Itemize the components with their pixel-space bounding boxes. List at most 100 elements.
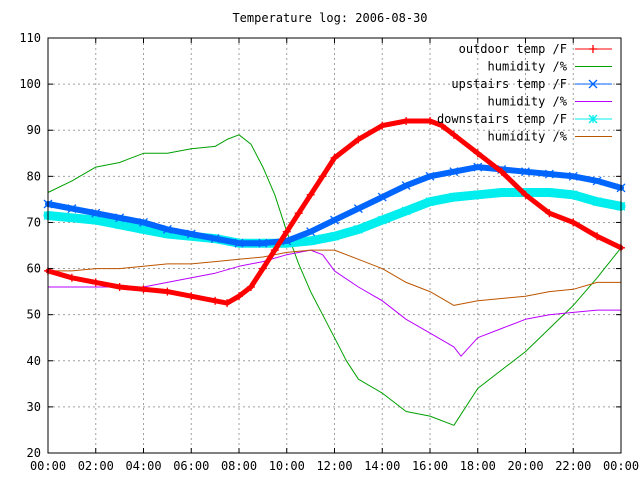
data-point-2: [115, 213, 125, 223]
data-point-4: [306, 236, 316, 246]
data-point-0: [437, 121, 446, 130]
y-tick-label: 30: [27, 400, 41, 414]
data-point-4: [67, 213, 77, 223]
grid-lines: [48, 38, 621, 453]
x-tick-label: 22:00: [555, 459, 591, 473]
data-point-2: [473, 162, 483, 172]
x-tick-label: 08:00: [221, 459, 257, 473]
legend-label: humidity /%: [488, 60, 568, 74]
y-tick-label: 70: [27, 215, 41, 229]
y-tick-label: 100: [19, 77, 41, 91]
data-point-0: [306, 190, 315, 199]
legend-marker: [588, 114, 598, 124]
y-tick-label: 40: [27, 354, 41, 368]
legend-label: humidity /%: [488, 95, 568, 109]
y-tick-label: 50: [27, 308, 41, 322]
data-point-0: [115, 283, 124, 291]
x-tick-label: 14:00: [364, 459, 400, 473]
data-point-4: [497, 188, 507, 197]
data-point-4: [568, 190, 578, 200]
data-point-2: [425, 171, 435, 181]
data-point-0: [545, 209, 554, 218]
legend-label: humidity /%: [488, 130, 568, 144]
data-point-4: [353, 224, 363, 234]
x-tick-label: 06:00: [173, 459, 209, 473]
data-point-2: [377, 192, 387, 202]
data-point-0: [521, 190, 530, 199]
x-tick-label: 00:00: [30, 459, 66, 473]
x-tick-label: 16:00: [412, 459, 448, 473]
y-tick-label: 80: [27, 169, 41, 183]
data-point-2: [544, 169, 554, 179]
data-point-0: [163, 287, 172, 296]
data-point-2: [67, 204, 77, 214]
data-point-2: [162, 224, 172, 234]
data-point-0: [497, 167, 506, 176]
data-point-2: [139, 217, 148, 227]
series-line-1: [47, 134, 622, 426]
data-point-4: [401, 206, 411, 216]
data-point-0: [330, 153, 339, 162]
data-point-2: [234, 238, 244, 248]
legend-marker: [589, 45, 597, 53]
data-point-0: [402, 117, 411, 125]
data-point-2: [449, 167, 459, 177]
axes: 20 30 40 50 60 70 80 90 100 110 00:00 02:00 04:00 06:…: [19, 31, 639, 473]
data-point-2: [401, 181, 411, 191]
data-point-0: [593, 232, 602, 241]
legend-item: humidity /%: [488, 95, 612, 109]
x-tick-label: 20:00: [507, 459, 543, 473]
series-line-3: [47, 249, 622, 357]
data-point-2: [258, 238, 268, 248]
data-point-0: [294, 209, 303, 218]
data-point-4: [139, 224, 148, 234]
data-point-2: [306, 227, 316, 237]
data-point-0: [139, 285, 148, 294]
data-point-4: [473, 190, 483, 200]
x-tick-label: 18:00: [460, 459, 496, 473]
data-point-0: [246, 283, 255, 291]
data-point-2: [353, 204, 363, 214]
data-point-0: [270, 246, 279, 255]
data-point-0: [449, 130, 458, 139]
y-tick-label: 90: [27, 123, 41, 137]
data-point-0: [426, 117, 434, 125]
x-tick-label: 02:00: [78, 459, 114, 473]
series-layer: [43, 117, 626, 426]
data-point-4: [330, 231, 339, 241]
x-tick-label: 12:00: [316, 459, 352, 473]
data-point-4: [91, 215, 101, 225]
data-point-0: [354, 135, 363, 144]
y-tick-label: 20: [27, 446, 41, 460]
legend-label: downstairs temp /F: [437, 112, 567, 126]
y-tick-label: 60: [27, 262, 41, 276]
data-point-2: [568, 171, 578, 181]
legend-item: humidity /%: [488, 60, 612, 74]
data-point-0: [378, 121, 387, 130]
x-tick-label: 00:00: [603, 459, 639, 473]
x-tick-label: 10:00: [269, 459, 305, 473]
data-point-0: [569, 218, 578, 227]
series-line-5: [47, 249, 622, 306]
legend-item: upstairs temp /F: [451, 77, 612, 91]
data-point-0: [67, 273, 76, 282]
legend-label: upstairs temp /F: [451, 77, 567, 91]
chart-title: Temperature log: 2006-08-30: [232, 11, 427, 25]
data-point-2: [91, 208, 101, 218]
legend-item: downstairs temp /F: [437, 112, 612, 126]
data-point-4: [449, 192, 459, 202]
legend-item: outdoor temp /F: [459, 42, 612, 56]
data-point-2: [186, 229, 196, 239]
data-point-2: [330, 215, 339, 225]
y-tick-label: 110: [19, 31, 41, 45]
data-point-0: [282, 227, 291, 236]
data-point-0: [473, 149, 482, 158]
data-point-0: [91, 278, 100, 287]
legend-marker: [588, 79, 598, 89]
x-tick-label: 04:00: [125, 459, 161, 473]
data-point-4: [592, 197, 602, 207]
data-point-4: [425, 197, 435, 207]
data-point-4: [544, 188, 554, 197]
data-point-4: [115, 220, 125, 230]
